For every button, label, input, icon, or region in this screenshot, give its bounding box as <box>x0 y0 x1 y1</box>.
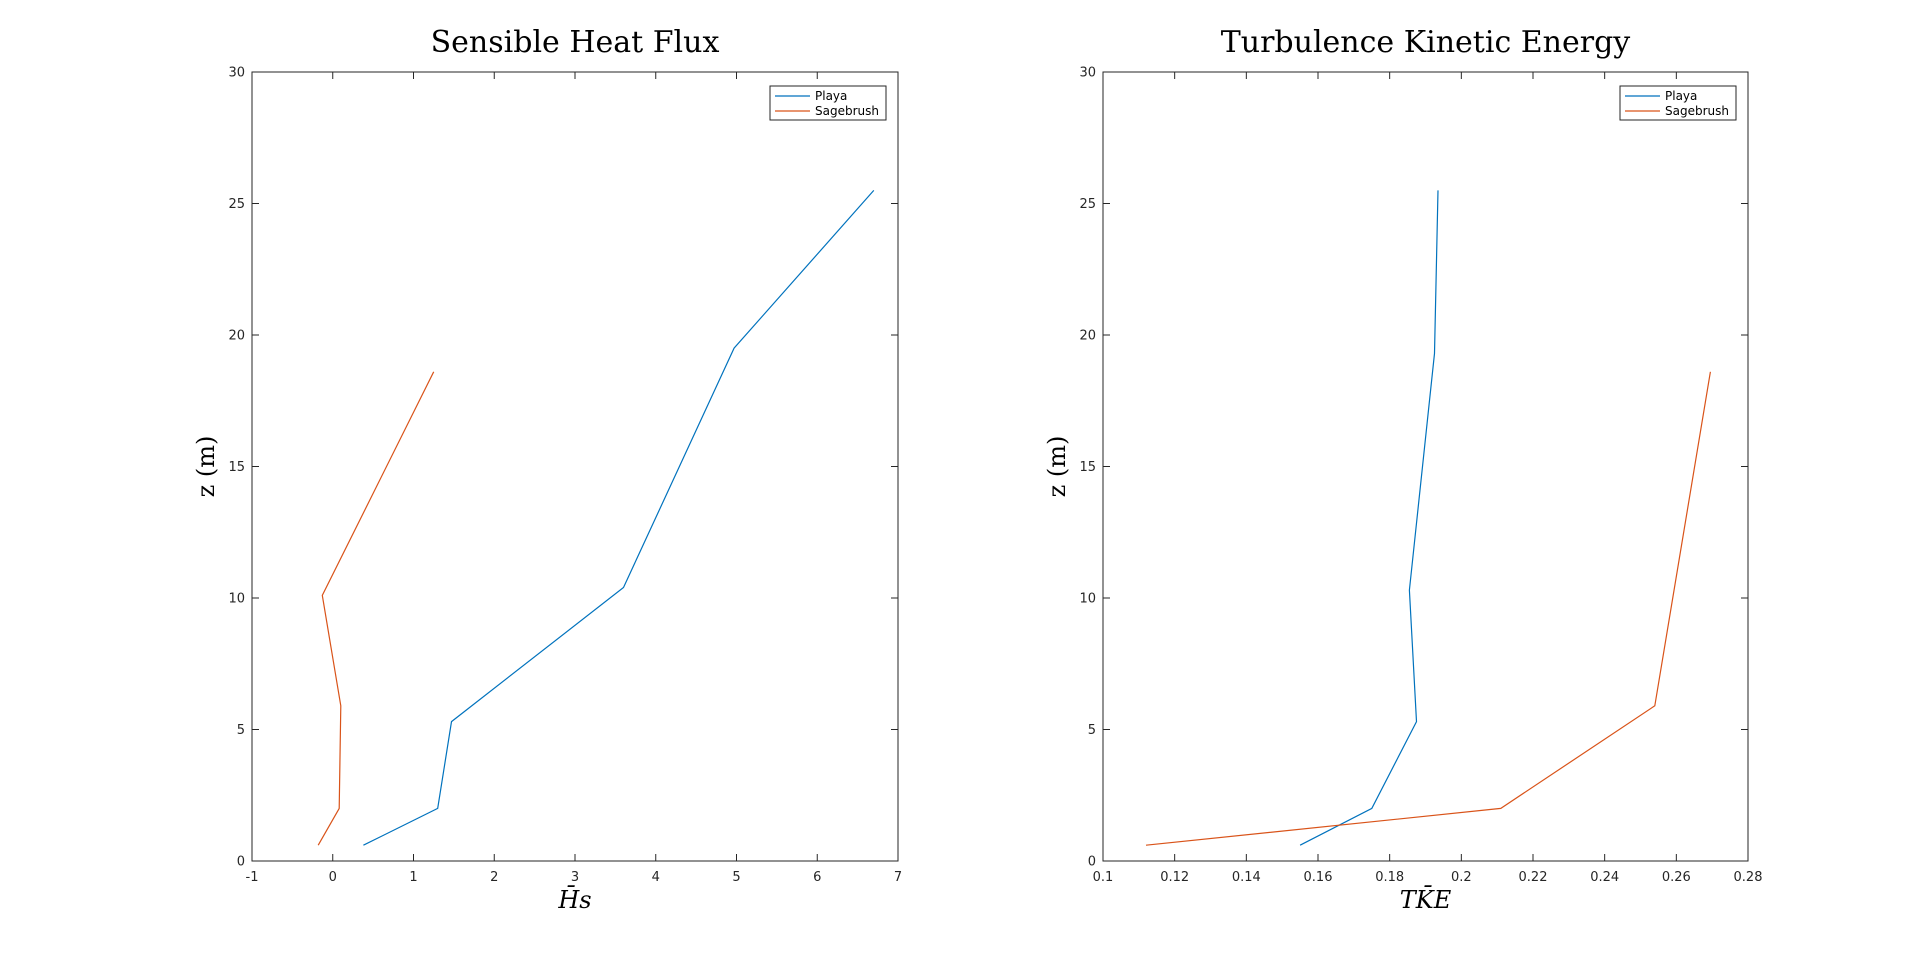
legend-box <box>1619 85 1737 121</box>
y-tick-label: 0 <box>237 855 245 870</box>
plot-area-frame <box>251 71 899 862</box>
chart-turbulence-kinetic-energy: 0.1 0.12 0.14 0.16 0.18 0.2 0.22 0.24 0.26 0.28 0 5… <box>1043 25 1762 914</box>
x-tick-label: 0.28 <box>1734 870 1763 885</box>
legend-box <box>769 85 887 121</box>
x-tick-label: 0.14 <box>1232 870 1261 885</box>
chart-title: Turbulence Kinetic Energy <box>1221 25 1631 60</box>
x-tick-label: 0.2 <box>1451 870 1472 885</box>
y-tick-label: 5 <box>1088 723 1096 738</box>
series-line-playa <box>363 190 875 846</box>
plot-area-frame <box>1102 71 1749 862</box>
x-tick-label: 5 <box>732 870 740 885</box>
y-tick-label: 10 <box>228 592 245 607</box>
y-tick-label: 0 <box>1088 855 1096 870</box>
y-tick-label: 25 <box>1079 197 1096 212</box>
x-tick-label: 4 <box>652 870 660 885</box>
y-tick-label: 10 <box>1079 592 1096 607</box>
x-axis-label: TK̄E <box>1400 886 1452 914</box>
legend-label-playa: Playa <box>1665 89 1697 103</box>
y-tick-label: 20 <box>228 329 245 344</box>
y-tick-label: 30 <box>228 66 245 81</box>
x-tick-label: 0.1 <box>1093 870 1114 885</box>
legend-label-playa: Playa <box>815 89 847 103</box>
x-tick-label: 0.22 <box>1519 870 1548 885</box>
x-tick-label: 0.18 <box>1375 870 1404 885</box>
y-tick-label: 30 <box>1079 66 1096 81</box>
y-tick-label: 20 <box>1079 329 1096 344</box>
x-tick-label: 0.24 <box>1590 870 1619 885</box>
x-axis-label: H̄s <box>557 886 591 914</box>
y-tick-label: 15 <box>228 460 245 475</box>
chart-title: Sensible Heat Flux <box>431 25 720 60</box>
y-axis-label: z (m) <box>192 436 220 498</box>
x-tick-label: -1 <box>246 870 259 885</box>
y-tick-label: 25 <box>228 197 245 212</box>
series-line-sagebrush <box>317 371 435 846</box>
x-tick-label: 0.26 <box>1662 870 1691 885</box>
y-tick-label: 15 <box>1079 460 1096 475</box>
x-tick-label: 6 <box>813 870 821 885</box>
y-axis-label: z (m) <box>1043 436 1071 498</box>
x-tick-label: 2 <box>490 870 498 885</box>
series-line-playa <box>1299 190 1439 846</box>
x-tick-label: 3 <box>571 870 579 885</box>
x-tick-label: 7 <box>894 870 902 885</box>
legend-label-sagebrush: Sagebrush <box>1665 104 1729 118</box>
series-line-sagebrush <box>1145 371 1711 846</box>
x-tick-label: 0.12 <box>1160 870 1189 885</box>
y-tick-label: 5 <box>237 723 245 738</box>
x-tick-label: 0.16 <box>1304 870 1333 885</box>
legend-label-sagebrush: Sagebrush <box>815 104 879 118</box>
x-tick-label: 1 <box>409 870 417 885</box>
x-tick-label: 0 <box>329 870 337 885</box>
